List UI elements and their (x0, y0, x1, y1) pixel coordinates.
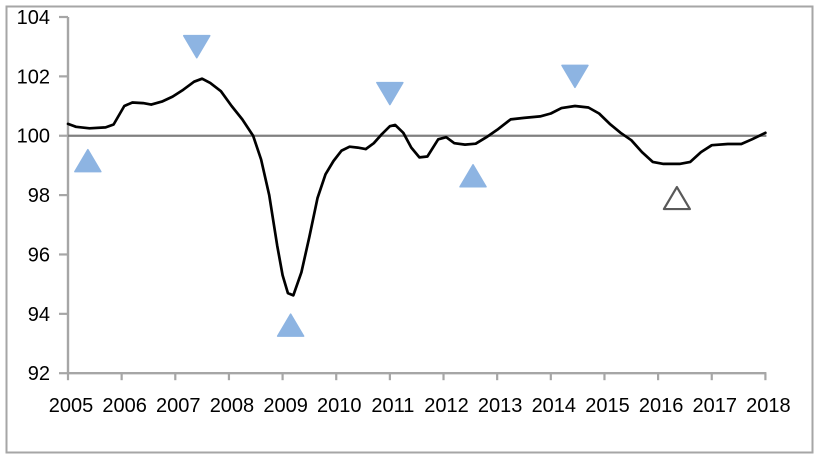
x-tick-label: 2013 (478, 395, 523, 417)
x-tick-label: 2010 (317, 395, 362, 417)
y-tick-label: 98 (28, 185, 50, 207)
marker-down-triangle (561, 64, 589, 89)
x-tick-label: 2011 (371, 395, 414, 417)
x-tick-label: 2017 (693, 395, 738, 417)
x-tick-label: 2005 (49, 395, 94, 417)
chart-border (5, 5, 814, 454)
y-tick-label: 100 (17, 126, 50, 148)
series-line (66, 77, 767, 297)
x-tick-label: 2007 (156, 395, 201, 417)
y-tick-label: 96 (28, 244, 50, 266)
marker-up-triangle (74, 148, 102, 173)
y-tick-label: 104 (17, 7, 50, 29)
y-tick-label: 94 (28, 304, 50, 326)
marker-down-triangle (183, 34, 211, 59)
y-tick-label: 102 (17, 66, 50, 88)
x-tick-label: 2018 (746, 395, 791, 417)
x-tick-label: 2009 (263, 395, 308, 417)
x-tick-label: 2016 (639, 395, 684, 417)
x-tick-label: 2012 (424, 395, 469, 417)
marker-down-triangle (376, 81, 404, 106)
marker-up-triangle (459, 164, 487, 188)
y-tick-label: 92 (28, 363, 50, 385)
marker-up-triangle (276, 313, 305, 337)
x-tick-label: 2014 (532, 395, 577, 417)
x-tick-label: 2015 (585, 395, 630, 417)
x-tick-label: 2006 (102, 395, 147, 417)
x-tick-label: 2008 (210, 395, 255, 417)
marker-open-up-triangle (662, 185, 691, 211)
